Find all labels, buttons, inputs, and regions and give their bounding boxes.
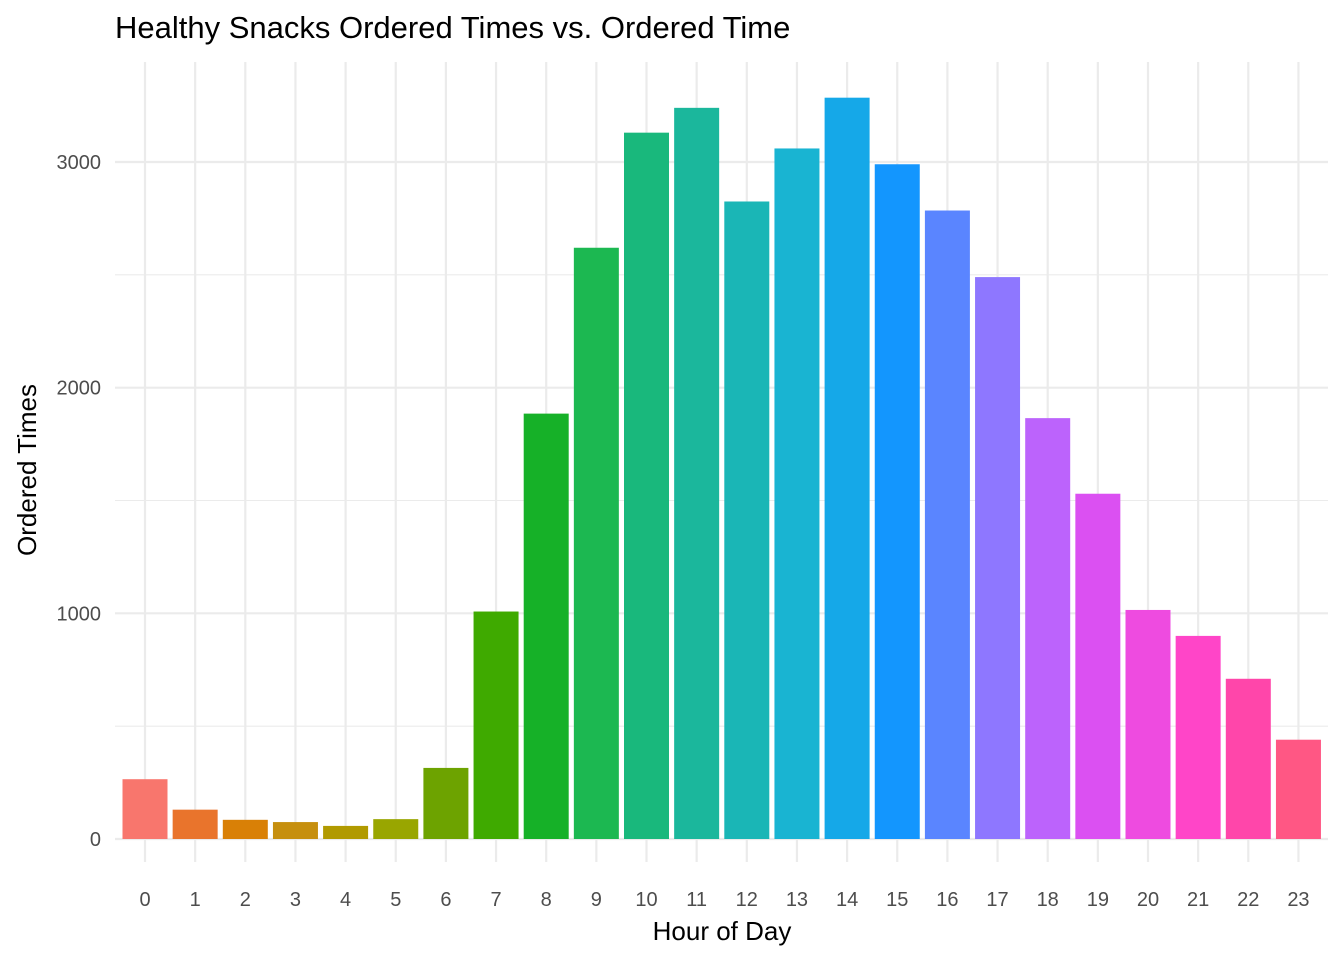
bar-hour-16 (924, 210, 970, 840)
bar-hour-20 (1125, 609, 1171, 839)
x-tick-label: 14 (836, 889, 858, 911)
y-tick-label: 2000 (57, 378, 102, 400)
x-tick-label: 23 (1287, 889, 1309, 911)
bar-hour-19 (1075, 493, 1121, 839)
bar-hour-4 (323, 825, 369, 839)
y-tick-label: 0 (90, 829, 101, 851)
y-tick-label: 3000 (57, 152, 102, 174)
x-tick-label: 20 (1137, 889, 1159, 911)
x-tick-label: 4 (340, 889, 351, 911)
x-tick-label: 9 (591, 889, 602, 911)
bar-hour-12 (724, 201, 770, 839)
x-tick-label: 5 (390, 889, 401, 911)
bar-hour-17 (975, 277, 1021, 840)
y-axis-title: Ordered Times (12, 384, 42, 556)
y-axis-ticks: 0 1000 2000 3000 (57, 152, 102, 851)
x-tick-label: 8 (541, 889, 552, 911)
bar-hour-15 (874, 164, 920, 840)
x-tick-label: 17 (986, 889, 1008, 911)
x-tick-label: 13 (786, 889, 808, 911)
x-tick-label: 3 (290, 889, 301, 911)
x-tick-label: 11 (686, 889, 707, 911)
bar-hour-6 (423, 767, 469, 839)
y-tick-label: 1000 (57, 603, 102, 625)
bar-hour-7 (473, 611, 519, 839)
bar-hour-0 (122, 779, 168, 839)
x-tick-label: 19 (1087, 889, 1109, 911)
bar-hour-18 (1025, 418, 1071, 839)
x-tick-label: 22 (1237, 889, 1259, 911)
bar-hour-1 (172, 809, 218, 839)
x-tick-label: 0 (139, 889, 150, 911)
bar-hour-21 (1175, 635, 1221, 839)
x-tick-label: 7 (490, 889, 501, 911)
bar-hour-3 (272, 822, 318, 839)
x-tick-label: 18 (1037, 889, 1059, 911)
x-axis-title: Hour of Day (653, 916, 792, 946)
bar-hour-22 (1225, 678, 1271, 839)
bar-hour-11 (674, 107, 720, 840)
x-tick-label: 21 (1187, 889, 1209, 911)
x-tick-label: 12 (736, 889, 758, 911)
bars (122, 97, 1321, 840)
x-tick-label: 6 (440, 889, 451, 911)
x-tick-label: 10 (635, 889, 657, 911)
bar-hour-2 (222, 819, 268, 839)
bar-hour-5 (373, 819, 419, 839)
x-tick-label: 16 (936, 889, 958, 911)
x-axis-ticks: 0 1 2 3 4 5 6 7 8 9 10 11 12 13 14 15 16 17 18 19 20 21 22 23 (139, 889, 1309, 911)
x-tick-label: 15 (886, 889, 908, 911)
x-tick-label: 1 (190, 889, 201, 911)
chart-title: Healthy Snacks Ordered Times vs. Ordered… (115, 10, 791, 45)
bar-hour-13 (774, 148, 820, 839)
bar-hour-23 (1275, 739, 1321, 839)
bar-hour-10 (624, 132, 669, 839)
bar-hour-8 (523, 413, 569, 839)
bar-hour-14 (824, 97, 870, 839)
x-tick-label: 2 (240, 889, 251, 911)
bar-hour-9 (573, 247, 619, 840)
